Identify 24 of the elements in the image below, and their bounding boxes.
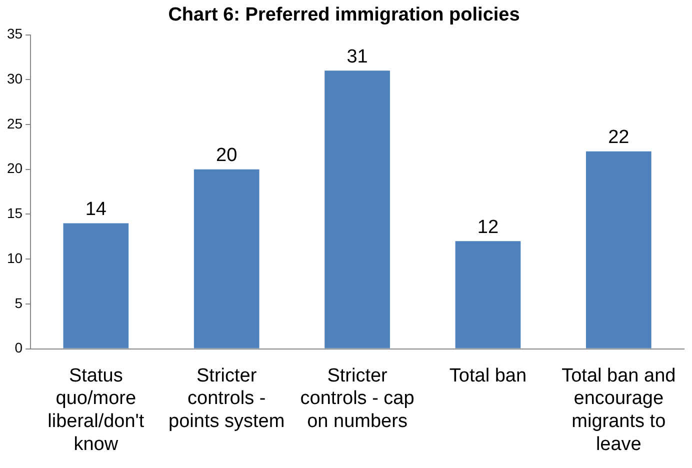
data-label: 12 — [477, 216, 499, 238]
bar — [455, 241, 521, 348]
y-tick-label: 15 — [6, 205, 23, 222]
x-tick-label: Stricter controls - points system — [168, 365, 285, 432]
y-tick-label: 10 — [6, 250, 23, 266]
bar — [324, 70, 390, 348]
x-tick-label: Stricter controls - cap on numbers — [300, 365, 414, 432]
bar — [586, 151, 652, 348]
y-tick-label: 0 — [14, 340, 23, 356]
data-label: 31 — [346, 46, 368, 68]
x-tick-label: Total ban — [449, 365, 527, 386]
y-tick-label: 5 — [14, 294, 23, 311]
y-tick-label: 20 — [6, 160, 23, 176]
chart-title: Chart 6: Preferred immigration policies — [168, 4, 520, 26]
x-tick-label: Status quo/more liberal/don't know — [48, 365, 145, 455]
data-label: 22 — [608, 127, 630, 148]
bar — [194, 169, 260, 348]
x-tick-label: Total ban and encourage migrants to leave — [562, 365, 676, 455]
data-label: 14 — [85, 198, 107, 220]
y-tick-label: 25 — [6, 115, 23, 132]
data-label: 20 — [216, 145, 238, 166]
y-tick-label: 35 — [6, 26, 23, 42]
bar — [63, 223, 129, 348]
y-tick-label: 30 — [6, 70, 23, 87]
